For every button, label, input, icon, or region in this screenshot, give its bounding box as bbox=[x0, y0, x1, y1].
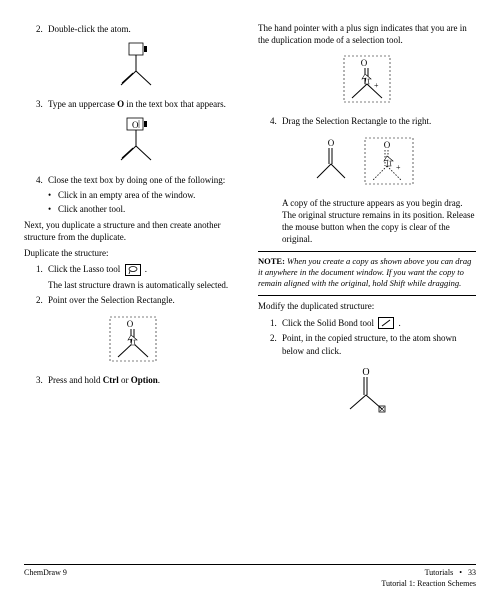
right-step-4: 4. Drag the Selection Rectangle to the r… bbox=[258, 115, 476, 127]
step-text: Close the text box by doing one of the f… bbox=[48, 174, 242, 186]
bullet-text: Click another tool. bbox=[58, 203, 125, 215]
step-text: Type an uppercase O in the text box that… bbox=[48, 98, 242, 110]
right-column: The hand pointer with a plus sign indica… bbox=[258, 20, 476, 550]
dot: . bbox=[158, 375, 160, 385]
footer-bullet: • bbox=[459, 568, 462, 577]
note-block: NOTE: When you create a copy as shown ab… bbox=[258, 256, 476, 289]
step-num: 2. bbox=[36, 23, 48, 35]
bullet-2: • Click another tool. bbox=[24, 203, 242, 215]
mod-step-2: 2. Point, in the copied structure, to th… bbox=[258, 332, 476, 356]
step-num: 1. bbox=[270, 317, 282, 330]
text-b: in the text box that appears. bbox=[124, 99, 226, 109]
step-4: 4. Close the text box by doing one of th… bbox=[24, 174, 242, 186]
text-a: Click the Solid Bond tool bbox=[282, 318, 376, 328]
svg-text:O: O bbox=[132, 120, 139, 130]
footer-rule bbox=[24, 564, 476, 565]
content-columns: 2. Double-click the atom. 3. Type an upp… bbox=[24, 20, 476, 550]
footer-right: Tutorials • 33 Tutorial 1: Reaction Sche… bbox=[381, 568, 476, 590]
note-sep-top bbox=[258, 251, 476, 252]
or: or bbox=[119, 375, 131, 385]
text-a: Press and hold bbox=[48, 375, 103, 385]
text-b: . bbox=[143, 264, 148, 274]
opt-key: Option bbox=[131, 375, 158, 385]
lasso-tool-icon bbox=[125, 264, 141, 276]
diagram-o-textbox: O bbox=[24, 116, 242, 167]
text-a: Click the Lasso tool bbox=[48, 264, 123, 274]
step-num: 1. bbox=[36, 263, 48, 276]
step-text: Click the Lasso tool . bbox=[48, 263, 242, 276]
bullet-mark: • bbox=[48, 189, 58, 201]
step-num: 3. bbox=[36, 98, 48, 110]
diagram-atom-textbox bbox=[24, 41, 242, 92]
diagram-hand-plus: O + bbox=[258, 52, 476, 109]
text-b: . bbox=[396, 318, 401, 328]
svg-text:O: O bbox=[127, 319, 134, 329]
footer-row: ChemDraw 9 Tutorials • 33 Tutorial 1: Re… bbox=[24, 568, 476, 590]
mod-step-1: 1. Click the Solid Bond tool . bbox=[258, 317, 476, 330]
svg-text:+: + bbox=[374, 81, 379, 90]
diagram-drag-right: O O + bbox=[258, 134, 476, 191]
bullet-text: Click in an empty area of the window. bbox=[58, 189, 195, 201]
bullet-1: • Click in an empty area of the window. bbox=[24, 189, 242, 201]
copy-para: A copy of the structure appears as you b… bbox=[258, 197, 476, 246]
left-column: 2. Double-click the atom. 3. Type an upp… bbox=[24, 20, 242, 550]
dup-step-2: 2. Point over the Selection Rectangle. bbox=[24, 294, 242, 306]
step-text: Click the Solid Bond tool . bbox=[282, 317, 476, 330]
step-text: Press and hold Ctrl or Option. bbox=[48, 374, 242, 386]
step-text: Point over the Selection Rectangle. bbox=[48, 294, 242, 306]
step-num: 4. bbox=[36, 174, 48, 186]
solid-bond-tool-icon bbox=[378, 317, 394, 329]
step-num: 4. bbox=[270, 115, 282, 127]
footer-right-a: Tutorials bbox=[425, 568, 454, 577]
diagram-click-atom: O bbox=[258, 363, 476, 422]
diagram-selection-rect: O bbox=[24, 313, 242, 368]
svg-text:O: O bbox=[362, 367, 369, 378]
step-num: 2. bbox=[270, 332, 282, 356]
step-text: Point, in the copied structure, to the a… bbox=[282, 332, 476, 356]
svg-text:O: O bbox=[384, 140, 391, 150]
note-text: When you create a copy as shown above yo… bbox=[258, 256, 471, 288]
ctrl-key: Ctrl bbox=[103, 375, 119, 385]
step-num: 2. bbox=[36, 294, 48, 306]
step-2: 2. Double-click the atom. bbox=[24, 23, 242, 35]
svg-text:+: + bbox=[396, 163, 401, 172]
footer-pagenum: 33 bbox=[468, 568, 476, 577]
hand-para: The hand pointer with a plus sign indica… bbox=[258, 22, 476, 46]
step-3: 3. Type an uppercase O in the text box t… bbox=[24, 98, 242, 110]
text-a: Type an uppercase bbox=[48, 99, 117, 109]
dup-head: Duplicate the structure: bbox=[24, 247, 242, 259]
step-text: Double-click the atom. bbox=[48, 23, 242, 35]
note-label: NOTE: bbox=[258, 256, 285, 266]
svg-text:O: O bbox=[328, 138, 335, 148]
dup-step-3: 3. Press and hold Ctrl or Option. bbox=[24, 374, 242, 386]
bullet-mark: • bbox=[48, 203, 58, 215]
dup-step-1: 1. Click the Lasso tool . bbox=[24, 263, 242, 276]
para-next: Next, you duplicate a structure and then… bbox=[24, 219, 242, 243]
mod-head: Modify the duplicated structure: bbox=[258, 300, 476, 312]
step-text: Drag the Selection Rectangle to the righ… bbox=[282, 115, 476, 127]
note-sep-bottom bbox=[258, 295, 476, 296]
step-num: 3. bbox=[36, 374, 48, 386]
footer-left: ChemDraw 9 bbox=[24, 568, 67, 590]
page-footer: ChemDraw 9 Tutorials • 33 Tutorial 1: Re… bbox=[24, 564, 476, 590]
svg-text:O: O bbox=[361, 58, 368, 68]
footer-right-b: Tutorial 1: Reaction Schemes bbox=[381, 579, 476, 588]
d1-sub: The last structure drawn is automaticall… bbox=[24, 279, 242, 291]
